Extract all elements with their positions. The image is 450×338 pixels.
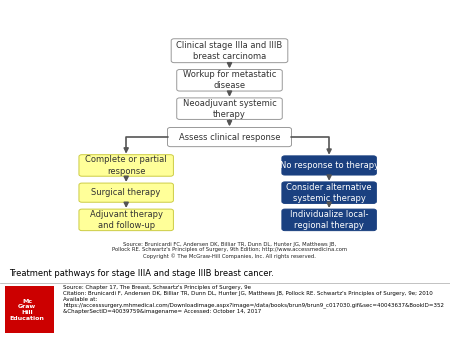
Text: Mc
Graw
Hill
Education: Mc Graw Hill Education [9, 299, 45, 321]
Text: Assess clinical response: Assess clinical response [179, 132, 280, 142]
FancyBboxPatch shape [4, 286, 54, 333]
Text: Consider alternative
systemic therapy: Consider alternative systemic therapy [286, 183, 372, 203]
Text: Source: Brunicardi FC, Andersen DK, Billiar TR, Dunn DL, Hunter JG, Matthews JB,: Source: Brunicardi FC, Andersen DK, Bill… [112, 242, 347, 259]
FancyBboxPatch shape [177, 98, 282, 119]
Text: Adjuvant therapy
and follow-up: Adjuvant therapy and follow-up [90, 210, 163, 230]
FancyBboxPatch shape [79, 209, 173, 231]
FancyBboxPatch shape [282, 156, 376, 175]
Text: Workup for metastatic
disease: Workup for metastatic disease [183, 70, 276, 90]
Text: Neoadjuvant systemic
therapy: Neoadjuvant systemic therapy [183, 99, 276, 119]
Text: Individualize local-
regional therapy: Individualize local- regional therapy [290, 210, 369, 230]
Text: Complete or partial
response: Complete or partial response [86, 155, 167, 175]
FancyBboxPatch shape [167, 127, 292, 147]
FancyBboxPatch shape [282, 209, 376, 231]
FancyBboxPatch shape [177, 70, 282, 91]
Text: Surgical therapy: Surgical therapy [91, 188, 161, 197]
Text: Source: Chapter 17, The Breast, Schwartz's Principles of Surgery, 9e
Citation: B: Source: Chapter 17, The Breast, Schwartz… [63, 285, 444, 314]
Text: No response to therapy: No response to therapy [279, 161, 379, 170]
Text: Clinical stage IIIa and IIIB
breast carcinoma: Clinical stage IIIa and IIIB breast carc… [176, 41, 283, 61]
FancyBboxPatch shape [282, 182, 376, 203]
Text: Treatment pathways for stage IIIA and stage IIIB breast cancer.: Treatment pathways for stage IIIA and st… [9, 269, 274, 278]
FancyBboxPatch shape [79, 183, 173, 202]
FancyBboxPatch shape [171, 39, 288, 63]
FancyBboxPatch shape [79, 155, 173, 176]
